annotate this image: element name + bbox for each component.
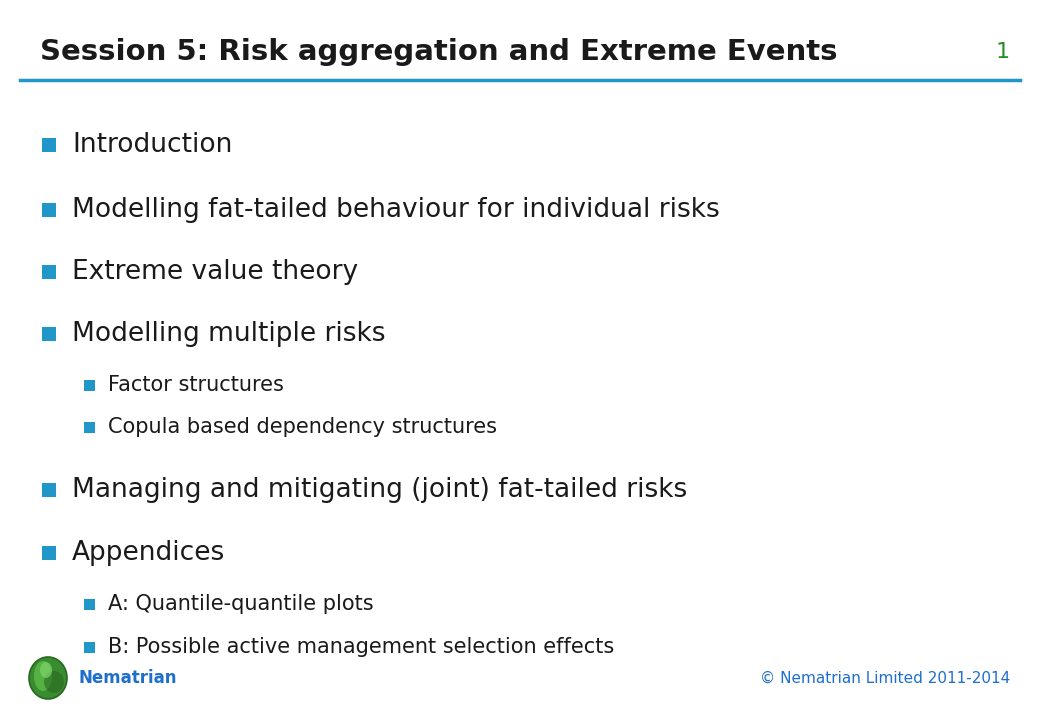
Bar bbox=[84, 421, 95, 433]
Bar bbox=[42, 265, 56, 279]
Text: Appendices: Appendices bbox=[72, 540, 226, 566]
Bar bbox=[42, 546, 56, 560]
Bar bbox=[42, 203, 56, 217]
Bar bbox=[84, 598, 95, 610]
Bar bbox=[84, 379, 95, 390]
Bar bbox=[84, 642, 95, 652]
Text: Session 5: Risk aggregation and Extreme Events: Session 5: Risk aggregation and Extreme … bbox=[40, 38, 837, 66]
Text: 1: 1 bbox=[996, 42, 1010, 62]
Bar bbox=[42, 138, 56, 152]
Text: Factor structures: Factor structures bbox=[108, 375, 284, 395]
Ellipse shape bbox=[44, 671, 64, 693]
Text: Modelling multiple risks: Modelling multiple risks bbox=[72, 321, 386, 347]
Text: Nematrian: Nematrian bbox=[78, 669, 177, 687]
Text: Copula based dependency structures: Copula based dependency structures bbox=[108, 417, 497, 437]
Text: Managing and mitigating (joint) fat-tailed risks: Managing and mitigating (joint) fat-tail… bbox=[72, 477, 687, 503]
Bar bbox=[42, 483, 56, 497]
Text: Introduction: Introduction bbox=[72, 132, 232, 158]
Ellipse shape bbox=[29, 657, 67, 699]
Text: © Nematrian Limited 2011-2014: © Nematrian Limited 2011-2014 bbox=[760, 670, 1010, 685]
Ellipse shape bbox=[34, 661, 52, 691]
Text: A: Quantile-quantile plots: A: Quantile-quantile plots bbox=[108, 594, 373, 614]
Bar bbox=[42, 327, 56, 341]
Text: B: Possible active management selection effects: B: Possible active management selection … bbox=[108, 637, 615, 657]
Ellipse shape bbox=[40, 662, 52, 678]
Text: Modelling fat-tailed behaviour for individual risks: Modelling fat-tailed behaviour for indiv… bbox=[72, 197, 720, 223]
Text: Extreme value theory: Extreme value theory bbox=[72, 259, 358, 285]
